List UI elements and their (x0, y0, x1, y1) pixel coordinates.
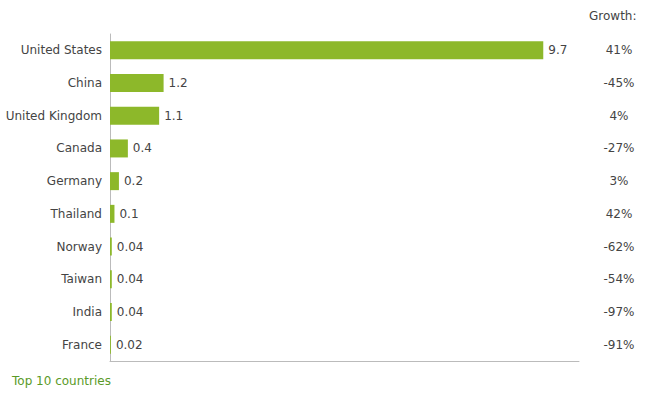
svg-text:41%: 41% (606, 43, 633, 57)
svg-text:3%: 3% (609, 174, 628, 188)
svg-text:Canada: Canada (56, 141, 102, 155)
svg-text:4%: 4% (609, 109, 628, 123)
svg-text:-54%: -54% (603, 272, 634, 286)
svg-text:42%: 42% (606, 207, 633, 221)
svg-text:1.1: 1.1 (164, 109, 183, 123)
svg-text:Thailand: Thailand (49, 207, 102, 221)
svg-text:-91%: -91% (603, 338, 634, 352)
svg-text:-27%: -27% (603, 141, 634, 155)
svg-text:-62%: -62% (603, 240, 634, 254)
svg-text:Growth:: Growth: (589, 9, 636, 23)
svg-text:-97%: -97% (603, 305, 634, 319)
svg-text:-45%: -45% (603, 76, 634, 90)
svg-text:India: India (73, 305, 102, 319)
svg-text:9.7: 9.7 (548, 43, 567, 57)
svg-text:China: China (68, 76, 102, 90)
svg-text:Germany: Germany (47, 174, 102, 188)
svg-text:Norway: Norway (56, 240, 102, 254)
svg-text:0.04: 0.04 (117, 272, 144, 286)
svg-text:0.04: 0.04 (117, 240, 144, 254)
svg-text:0.04: 0.04 (117, 305, 144, 319)
svg-text:France: France (62, 338, 102, 352)
svg-text:0.02: 0.02 (116, 338, 143, 352)
svg-text:Top 10 countries: Top 10 countries (11, 374, 111, 388)
svg-text:1.2: 1.2 (169, 76, 188, 90)
svg-text:United Kingdom: United Kingdom (6, 109, 102, 123)
svg-text:United States: United States (21, 43, 102, 57)
svg-text:0.1: 0.1 (119, 207, 138, 221)
svg-text:0.4: 0.4 (133, 141, 152, 155)
svg-text:Taiwan: Taiwan (60, 272, 102, 286)
svg-text:0.2: 0.2 (124, 174, 143, 188)
